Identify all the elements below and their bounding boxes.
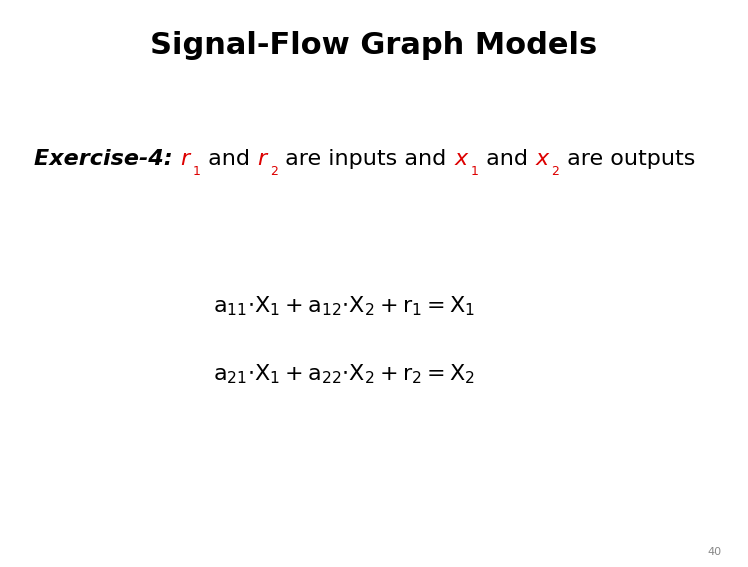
Text: 40: 40: [708, 547, 722, 557]
Text: $\mathit{r}$: $\mathit{r}$: [257, 149, 270, 169]
Text: $_2$: $_2$: [551, 160, 560, 178]
Text: $_1$: $_1$: [192, 160, 201, 178]
Text: $_2$: $_2$: [270, 160, 278, 178]
Text: $\mathrm{a}_{21}{\cdot}\mathrm{X}_1 + \mathrm{a}_{22}{\cdot}\mathrm{X}_2 + \math: $\mathrm{a}_{21}{\cdot}\mathrm{X}_1 + \m…: [213, 362, 475, 386]
Text: Signal-Flow Graph Models: Signal-Flow Graph Models: [150, 31, 598, 60]
Text: and: and: [479, 149, 535, 169]
Text: $\mathrm{a}_{11}{\cdot}\mathrm{X}_1 + \mathrm{a}_{12}{\cdot}\mathrm{X}_2 + \math: $\mathrm{a}_{11}{\cdot}\mathrm{X}_1 + \m…: [213, 294, 475, 318]
Text: $_1$: $_1$: [470, 160, 479, 178]
Text: Exercise-4:: Exercise-4:: [34, 149, 180, 169]
Text: are inputs and: are inputs and: [278, 149, 454, 169]
Text: and: and: [201, 149, 257, 169]
Text: $\mathit{x}$: $\mathit{x}$: [454, 149, 470, 169]
Text: $\mathit{r}$: $\mathit{r}$: [180, 149, 192, 169]
Text: $\mathit{x}$: $\mathit{x}$: [535, 149, 551, 169]
Text: are outputs: are outputs: [560, 149, 695, 169]
